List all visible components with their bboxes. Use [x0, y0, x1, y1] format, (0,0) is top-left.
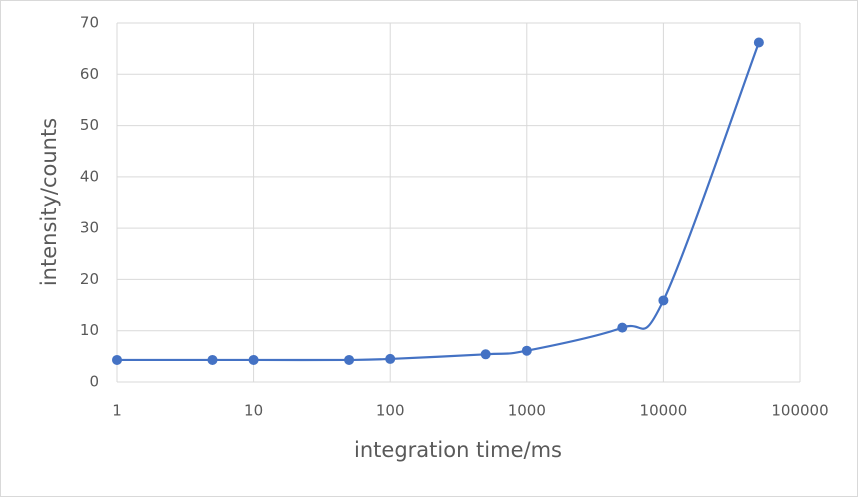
- x-tick-label: 10000: [640, 402, 688, 420]
- x-tick-label: 1000: [508, 402, 546, 420]
- data-point: [480, 349, 491, 360]
- y-tick-label: 70: [80, 14, 99, 32]
- y-tick-label: 60: [80, 65, 99, 83]
- y-tick-label: 30: [80, 219, 99, 237]
- data-point: [344, 354, 355, 365]
- data-point: [112, 354, 122, 365]
- x-tick-label: 10: [244, 402, 263, 420]
- data-point: [207, 354, 218, 365]
- data-point: [385, 353, 396, 364]
- x-axis-title: integration time/ms: [354, 438, 562, 462]
- x-tick-label: 1: [112, 402, 122, 420]
- x-tick-label: 100000: [771, 402, 828, 420]
- data-point: [658, 295, 669, 306]
- data-point: [753, 37, 764, 48]
- y-axis-title: intensity/counts: [37, 118, 61, 286]
- data-point: [521, 345, 532, 356]
- y-tick-label: 40: [80, 167, 99, 185]
- y-tick-label: 50: [80, 116, 99, 134]
- y-tick-label: 20: [80, 270, 99, 288]
- data-point: [248, 354, 259, 365]
- x-tick-label: 100: [376, 402, 405, 420]
- data-point: [617, 322, 628, 333]
- y-tick-label: 0: [89, 373, 99, 391]
- y-tick-label: 10: [80, 321, 99, 339]
